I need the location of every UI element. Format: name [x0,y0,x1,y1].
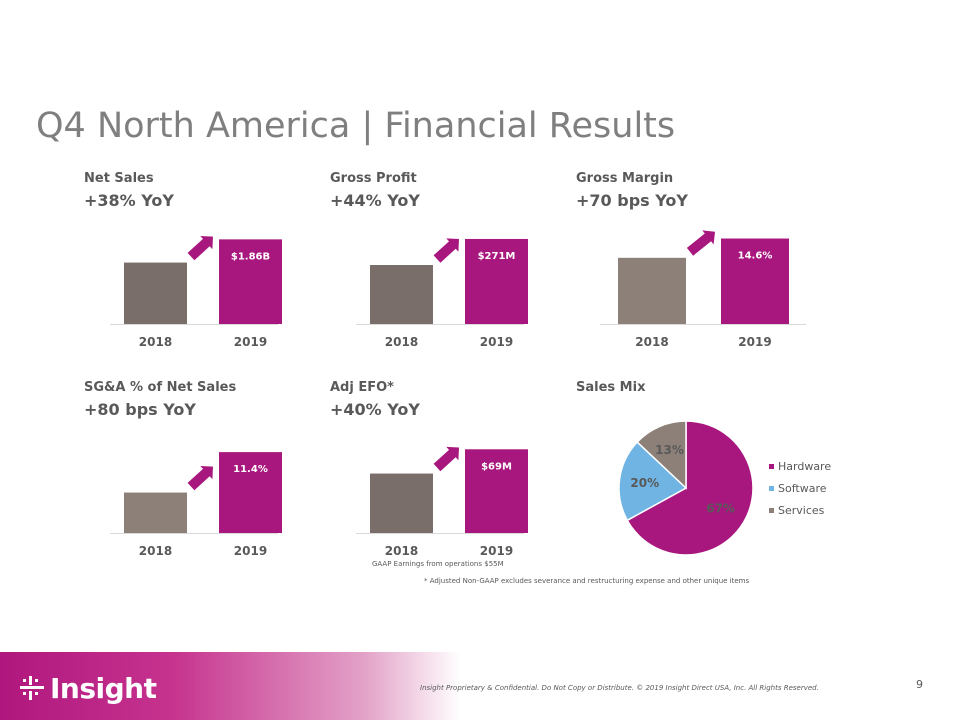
sga-label: SG&A % of Net Sales [84,380,237,395]
legend-label-hardware: Hardware [778,460,831,473]
pie-slice-software [618,441,688,522]
sga-growth-arrow-icon [187,466,213,491]
gaap-note: GAAP Earnings from operations $55M [372,560,504,568]
adj-efo-bar-2018 [370,473,433,533]
pie-label-software: 20% [630,476,659,490]
net-sales-growth-arrow-icon [187,236,213,261]
net-sales-yoy: +38% YoY [84,191,174,210]
gross-profit-tick-2019: 2019 [480,335,513,349]
gross-margin-data-label: 14.6% [738,251,773,262]
net-sales-tick-2018: 2018 [139,335,172,349]
page-number: 9 [916,678,923,691]
adj-efo-growth-arrow-icon [433,446,459,472]
sales-mix-chart: 67% 20% 13% Hardware Software Services [618,420,831,556]
sga-chart: 2018 2019 11.4% [110,452,282,558]
sga-tick-2018: 2018 [139,544,172,558]
gross-margin-chart: 2018 2019 14.6% [600,230,806,349]
adj-efo-label: Adj EFO* [330,380,394,395]
adj-efo-bar-2019 [465,449,528,533]
sga-yoy: +80 bps YoY [84,400,196,419]
legend-swatch-hardware [769,464,774,469]
gross-profit-label: Gross Profit [330,171,417,186]
insight-logo-text: Insight [50,671,157,705]
insight-logo-icon [20,676,44,700]
gross-margin-yoy: +70 bps YoY [576,191,688,210]
net-sales-label: Net Sales [84,171,154,186]
legend-swatch-services [769,508,774,513]
gross-profit-bar-2018 [370,265,433,324]
net-sales-tick-2019: 2019 [234,335,267,349]
pie-label-hardware: 67% [706,501,735,515]
gross-margin-growth-arrow-icon [686,230,715,256]
gross-margin-bar-2019 [721,238,789,324]
gross-margin-tick-2018: 2018 [635,335,668,349]
page-title: Q4 North America | Financial Results [36,106,676,146]
gross-profit-growth-arrow-icon [433,238,459,263]
adj-efo-data-label: $69M [481,461,512,472]
gross-profit-chart: 2018 2019 $271M [356,238,528,349]
sga-data-label: 11.4% [233,464,268,475]
legend-label-services: Services [778,504,825,517]
sga-bar-2018 [124,492,187,533]
sales-mix-panel: Sales Mix 67% 20% 13% Hardware Software Servi… [576,380,831,570]
adj-efo-tick-2019: 2019 [480,544,513,558]
gross-profit-yoy: +44% YoY [330,191,420,210]
adj-efo-tick-2018: 2018 [385,544,418,558]
net-sales-bar-2018 [124,262,187,324]
footer-legal-text: Insight Proprietary & Confidential. Do N… [420,684,819,692]
sga-tick-2019: 2019 [234,544,267,558]
net-sales-data-label: $1.86B [231,251,270,262]
insight-logo: Insight [20,670,157,706]
gross-profit-bar-2019 [465,238,528,324]
gross-margin-label: Gross Margin [576,171,674,186]
gross-margin-panel: Gross Margin +70 bps YoY 2018 2019 14.6% [576,171,806,361]
legend-label-software: Software [778,482,827,495]
net-sales-panel: Net Sales +38% YoY 2018 2019 $1.86B [84,171,314,361]
adj-efo-panel: Adj EFO* +40% YoY 2018 2019 $69M [330,380,560,570]
pie-slice-hardware [626,420,754,556]
adjusted-note: * Adjusted Non-GAAP excludes severance a… [424,577,750,585]
sales-mix-label: Sales Mix [576,380,646,395]
gross-margin-bar-2018 [618,257,686,324]
gross-profit-data-label: $271M [478,251,516,262]
sga-panel: SG&A % of Net Sales +80 bps YoY 2018 2019… [84,380,314,570]
gross-margin-tick-2019: 2019 [738,335,771,349]
gross-profit-panel: Gross Profit +44% YoY 2018 2019 $271M [330,171,560,361]
sga-bar-2019 [219,452,282,533]
gross-profit-tick-2018: 2018 [385,335,418,349]
footer-band [0,652,960,720]
net-sales-chart: 2018 2019 $1.86B [110,236,282,349]
net-sales-bar-2019 [219,239,282,324]
pie-label-services: 13% [655,443,684,457]
pie-slice-services [636,420,687,490]
legend-swatch-software [769,486,774,491]
adj-efo-chart: 2018 2019 $69M [356,446,528,558]
adj-efo-yoy: +40% YoY [330,400,420,419]
